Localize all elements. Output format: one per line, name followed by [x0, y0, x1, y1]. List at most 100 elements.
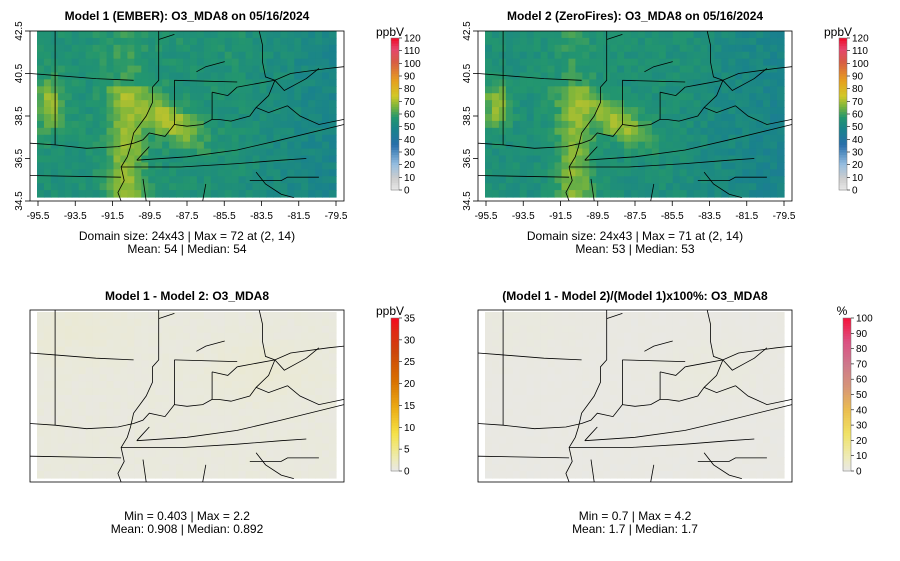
grid-cell	[672, 176, 681, 184]
state-boundary	[622, 79, 686, 83]
grid-cell	[259, 190, 268, 198]
grid-cell	[721, 114, 729, 122]
grid-cell	[176, 471, 184, 479]
grid-cell	[245, 374, 254, 382]
grid-cell	[749, 65, 757, 74]
grid-cell	[735, 401, 743, 410]
grid-cell	[498, 65, 507, 74]
grid-cell	[134, 51, 142, 60]
grid-cell	[329, 464, 337, 472]
grid-cell	[224, 58, 233, 67]
grid-cell	[707, 120, 716, 129]
grid-cell	[589, 401, 597, 410]
grid-cell	[763, 169, 771, 177]
grid-cell	[749, 436, 757, 445]
grid-cell	[203, 44, 212, 53]
grid-cell	[637, 31, 646, 39]
grid-cell	[196, 312, 205, 320]
grid-cell	[519, 100, 528, 108]
colorbar-swatch	[391, 91, 399, 95]
grid-cell	[651, 37, 660, 46]
colorbar-swatch	[391, 404, 399, 408]
grid-cell	[491, 367, 500, 375]
grid-cell	[582, 72, 590, 81]
grid-cell	[735, 346, 743, 355]
colorbar-swatch	[843, 455, 851, 459]
grid-cell	[203, 100, 212, 108]
grid-cell	[603, 93, 611, 101]
grid-cell	[259, 429, 268, 438]
grid-cell	[322, 148, 330, 157]
grid-cell	[721, 183, 729, 191]
state-boundary	[622, 371, 661, 407]
grid-cell	[43, 65, 52, 74]
grid-cell	[92, 318, 101, 327]
grid-cell	[693, 183, 702, 191]
grid-cell	[280, 155, 288, 164]
grid-cell	[57, 134, 66, 143]
grid-cell	[266, 79, 275, 87]
grid-cell	[707, 176, 716, 184]
grid-cell	[176, 86, 184, 94]
grid-cell	[491, 325, 500, 334]
grid-cell	[78, 93, 87, 101]
grid-cell	[85, 65, 94, 74]
grid-cell	[266, 415, 275, 424]
grid-cell	[749, 388, 757, 396]
grid-cell	[568, 436, 576, 445]
grid-cell	[92, 388, 101, 396]
grid-cell	[169, 37, 177, 46]
colorbar-swatch	[391, 465, 399, 469]
grid-cell	[777, 114, 785, 122]
grid-cell	[85, 388, 94, 396]
grid-cell	[658, 360, 667, 368]
grid-cell	[763, 395, 771, 403]
grid-cell	[176, 31, 184, 39]
grid-cell	[259, 148, 268, 157]
grid-cell	[252, 169, 261, 177]
grid-cell	[71, 353, 80, 362]
grid-cell	[777, 141, 785, 150]
grid-cell	[665, 176, 674, 184]
grid-cell	[78, 360, 87, 368]
grid-cell	[519, 408, 528, 417]
grid-cell	[92, 395, 101, 403]
grid-cell	[624, 44, 632, 53]
grid-cell	[644, 401, 653, 410]
grid-cell	[148, 134, 156, 143]
grid-cell	[777, 436, 785, 445]
colorbar-swatch	[391, 40, 399, 44]
grid-cell	[589, 312, 597, 320]
grid-cell	[85, 395, 94, 403]
grid-cell	[50, 65, 59, 74]
grid-cell	[756, 401, 764, 410]
grid-cell	[644, 436, 653, 445]
grid-cell	[617, 374, 625, 382]
grid-cell	[301, 31, 309, 39]
grid-cell	[37, 450, 45, 458]
grid-cell	[266, 58, 275, 67]
grid-cell	[505, 367, 514, 375]
colorbar-swatch	[391, 453, 399, 457]
grid-cell	[294, 93, 302, 101]
grid-cell	[610, 415, 618, 424]
grid-cell	[603, 100, 611, 108]
colorbar-swatch	[843, 340, 851, 344]
colorbar-swatch	[843, 432, 851, 436]
colorbar-swatch	[843, 381, 851, 385]
grid-cell	[176, 395, 184, 403]
colorbar-swatch	[391, 363, 399, 367]
grid-cell	[491, 381, 500, 389]
grid-cell	[106, 395, 115, 403]
grid-cell	[575, 381, 583, 389]
grid-cell	[603, 457, 611, 465]
grid-cell	[183, 183, 191, 191]
grid-cell	[169, 183, 177, 191]
grid-cell	[763, 176, 771, 184]
grid-cell	[700, 183, 709, 191]
grid-cell	[533, 72, 542, 81]
grid-cell	[658, 422, 667, 431]
grid-cell	[141, 176, 149, 184]
grid-cell	[141, 37, 149, 46]
grid-cell	[742, 51, 750, 60]
